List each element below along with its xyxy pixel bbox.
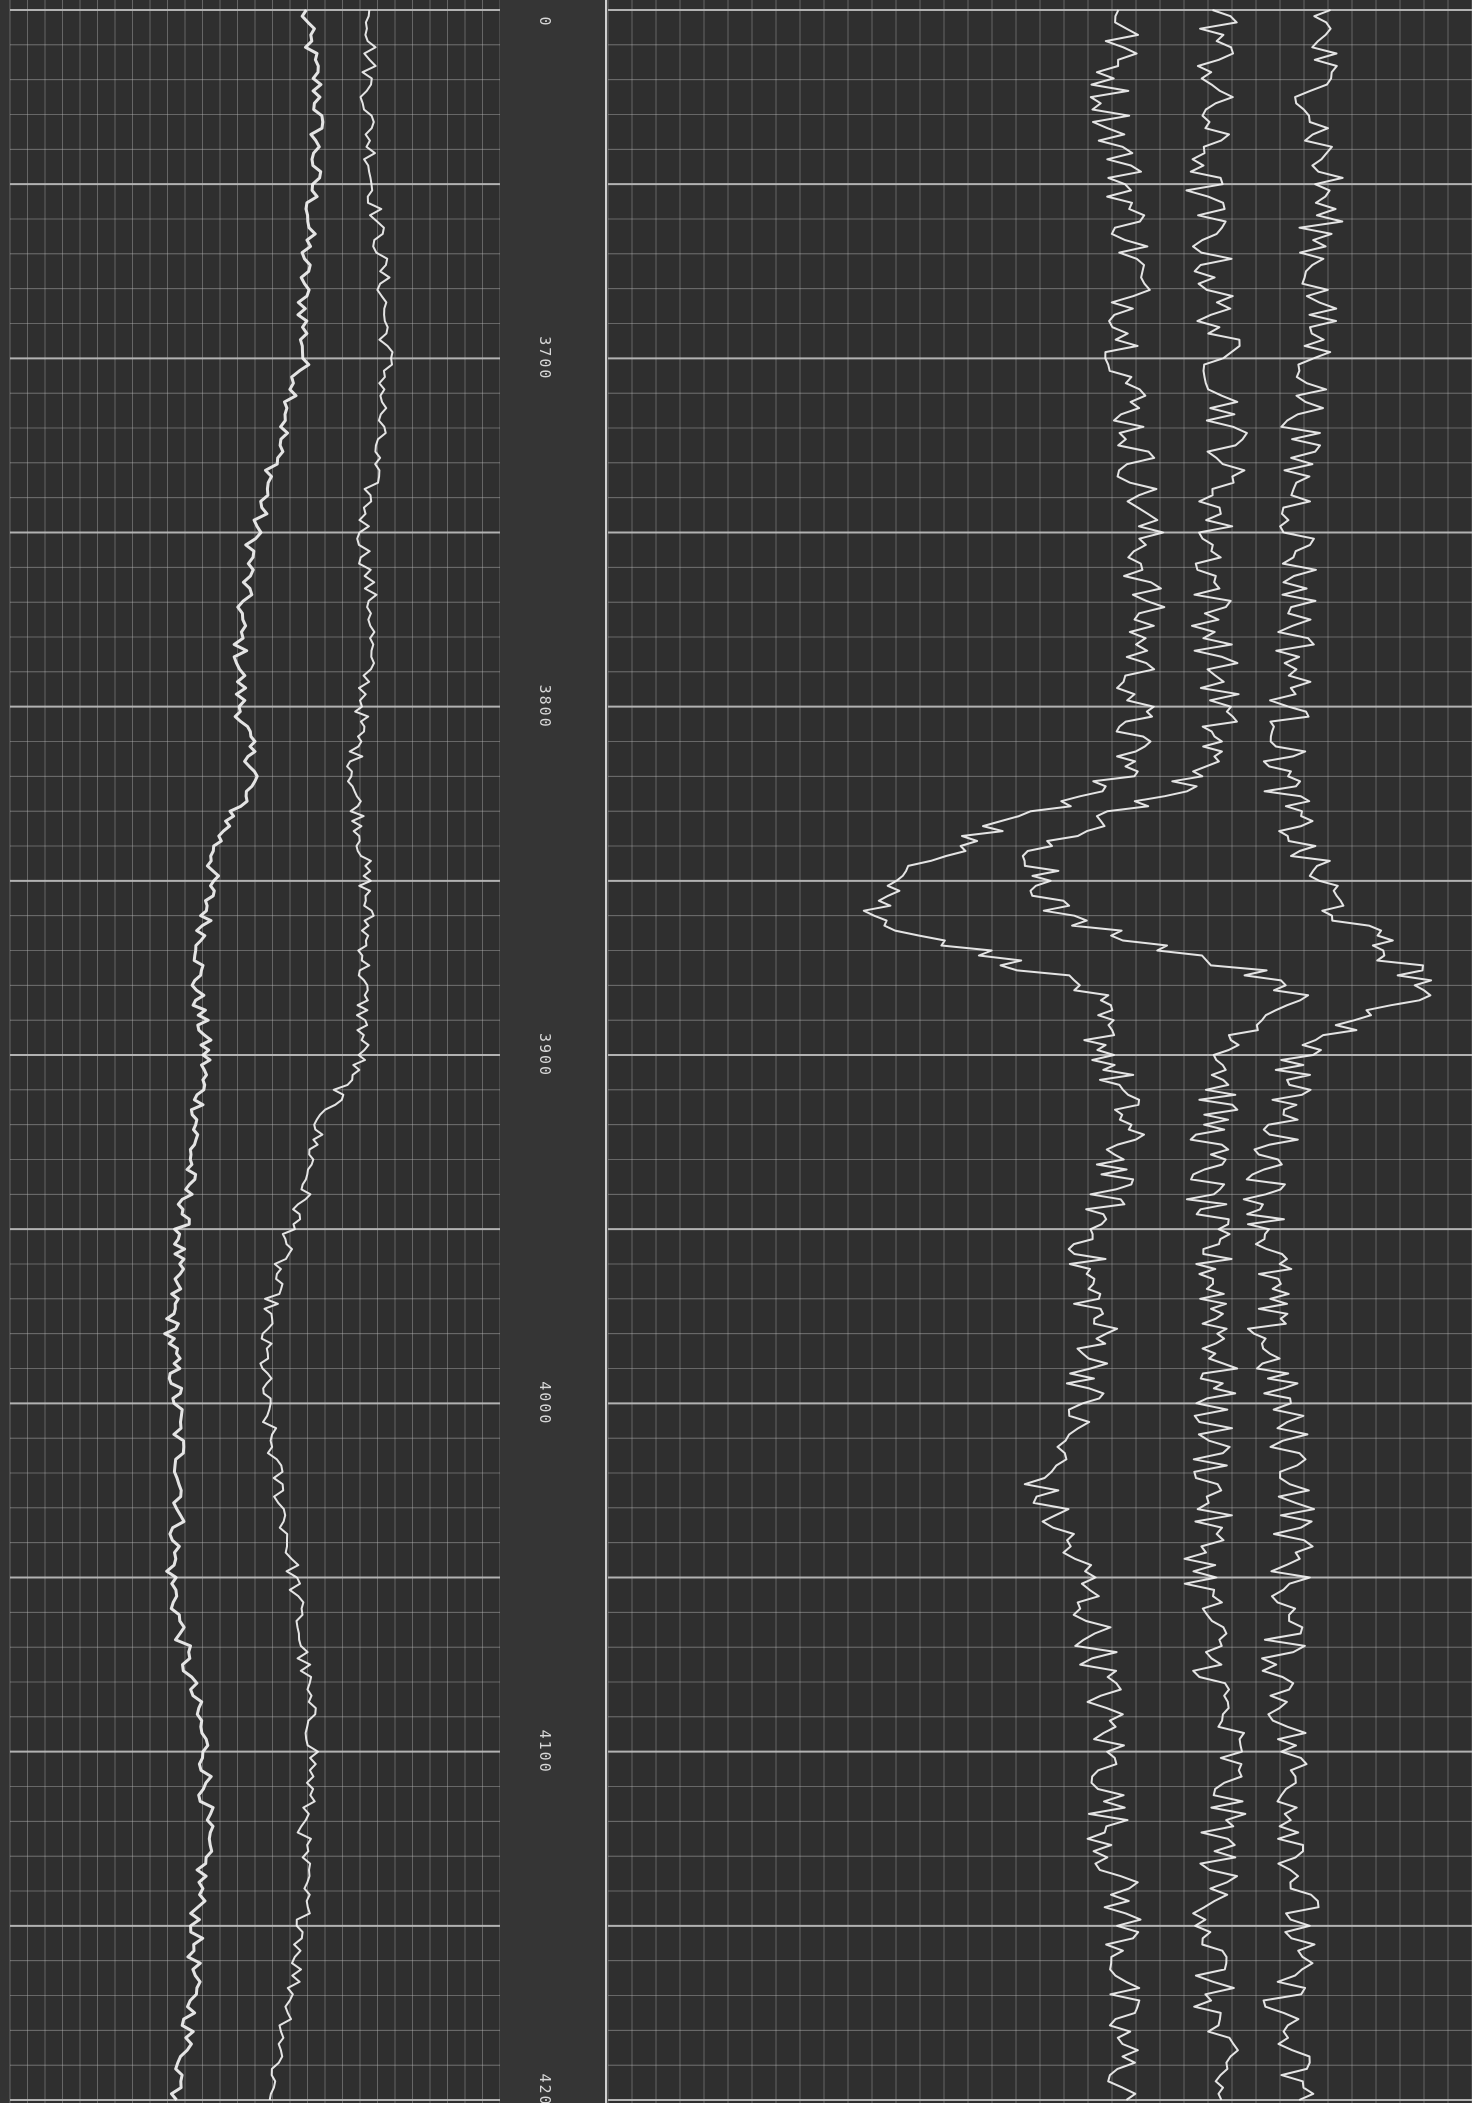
track-right	[607, 0, 1472, 2103]
depth-tick-label: 3900	[536, 1033, 554, 1077]
depth-tick-label: 3800	[536, 685, 554, 729]
track-left	[9, 0, 501, 2103]
log-curve	[1242, 9, 1433, 2101]
log-curve	[1021, 9, 1310, 2101]
depth-tick-label: 4100	[536, 1730, 554, 1774]
depth-tick-label: 4000	[536, 1381, 554, 1425]
log-curve	[259, 9, 394, 2101]
depth-column: 0 3700 3800 3900 4000 4100 420	[500, 0, 608, 2103]
depth-column-background	[500, 0, 608, 2103]
log-curve	[862, 9, 1166, 2101]
depth-tick-label: 420	[536, 2073, 554, 2103]
depth-tick-label: 3700	[536, 336, 554, 380]
depth-tick-label: 0	[536, 16, 554, 27]
log-curve	[163, 9, 325, 2101]
